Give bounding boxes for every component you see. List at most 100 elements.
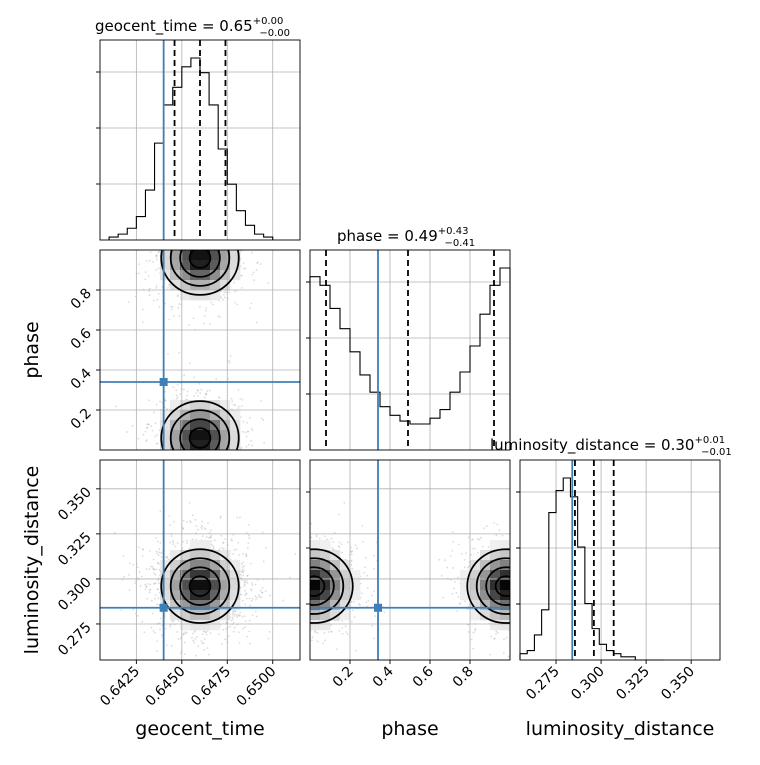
density-cell: [230, 580, 241, 591]
sample-point: [219, 199, 221, 201]
sample-point: [280, 589, 282, 591]
sample-point: [294, 553, 297, 555]
ytick-label-phase: 0.8: [68, 286, 95, 313]
sample-point: [201, 535, 204, 537]
sample-point: [233, 458, 235, 460]
sample-point: [199, 246, 201, 248]
sample-point: [214, 450, 216, 452]
sample-point: [208, 454, 210, 456]
sample-point: [153, 455, 155, 457]
sample-point: [196, 229, 198, 231]
density-cell: [310, 580, 321, 591]
sample-point: [158, 243, 160, 245]
density-cell: [230, 570, 241, 581]
sample-point: [188, 227, 190, 229]
sample-point: [193, 470, 195, 472]
density-cell: [210, 580, 221, 591]
density-cell: [190, 410, 201, 421]
sample-point: [201, 233, 203, 235]
ylabel-luminosity-distance: luminosity_distance: [21, 466, 43, 655]
sample-point: [207, 238, 209, 240]
sample-point: [356, 547, 358, 550]
sample-point: [333, 532, 336, 534]
sample-point: [208, 210, 210, 212]
sample-point: [149, 244, 151, 246]
sample-point: [166, 287, 169, 289]
sample-point: [145, 585, 148, 587]
sample-point: [292, 586, 294, 588]
sample-point: [365, 601, 368, 604]
sample-point: [540, 578, 542, 580]
sample-point: [524, 608, 526, 610]
sample-point: [222, 547, 225, 550]
sample-point: [353, 616, 356, 619]
sample-point: [531, 569, 533, 571]
sample-point: [542, 543, 544, 545]
sample-point: [304, 629, 306, 631]
sample-point: [198, 479, 200, 481]
sample-point: [363, 571, 366, 574]
sample-point: [540, 583, 542, 585]
sample-point: [295, 568, 297, 570]
sample-point: [173, 315, 175, 318]
contour-level-0: [494, 575, 510, 597]
sample-point: [240, 573, 242, 576]
sample-point: [155, 582, 157, 584]
sample-point: [241, 561, 244, 564]
sample-point: [557, 584, 559, 586]
sample-point: [315, 535, 318, 538]
sample-point: [185, 245, 187, 247]
sample-point: [178, 218, 180, 220]
sample-point: [151, 612, 154, 615]
sample-point: [198, 246, 200, 248]
sample-point: [470, 553, 473, 556]
sample-point: [297, 581, 299, 583]
sample-point: [178, 351, 181, 354]
sample-point: [282, 599, 285, 602]
sample-point: [190, 462, 192, 464]
density-cell: [210, 600, 221, 611]
sample-point: [178, 470, 180, 472]
sample-point: [516, 608, 518, 610]
sample-point: [261, 587, 264, 589]
sample-point: [192, 215, 194, 217]
sample-point: [292, 583, 294, 585]
sample-point: [237, 471, 239, 473]
sample-point: [297, 610, 299, 612]
sample-point: [234, 610, 237, 613]
sample-point: [202, 204, 204, 206]
sample-point: [184, 454, 186, 456]
density-cell: [500, 610, 510, 621]
sample-point: [127, 301, 130, 303]
sample-point: [268, 471, 270, 473]
contour-level-1: [310, 566, 335, 606]
sample-point: [175, 241, 177, 243]
density-cell: [180, 580, 191, 591]
sample-point: [212, 548, 215, 551]
density-cell: [470, 570, 481, 581]
sample-point: [159, 510, 162, 512]
sample-point: [222, 452, 224, 454]
density-cell: [210, 260, 221, 271]
sample-point: [307, 614, 309, 616]
sample-point: [234, 236, 236, 238]
sample-point: [191, 457, 193, 459]
ytick-label-phase: 0.2: [68, 406, 95, 433]
density-cell: [190, 540, 201, 551]
sample-point: [233, 549, 236, 552]
sample-point: [253, 279, 256, 282]
sample-point: [245, 532, 248, 534]
density-cell: [310, 560, 321, 571]
sample-point: [207, 467, 209, 469]
sample-point: [260, 609, 262, 611]
sample-point: [236, 238, 238, 240]
contour-level-3: [160, 400, 240, 450]
sample-point: [529, 575, 531, 577]
density-cell: [330, 560, 341, 571]
sample-point: [232, 470, 234, 472]
sample-point: [189, 189, 191, 191]
sample-point: [245, 579, 248, 582]
density-cell: [180, 400, 191, 411]
sample-point: [232, 476, 234, 478]
xtick-label-geocent-time: 0.6475: [188, 664, 234, 710]
